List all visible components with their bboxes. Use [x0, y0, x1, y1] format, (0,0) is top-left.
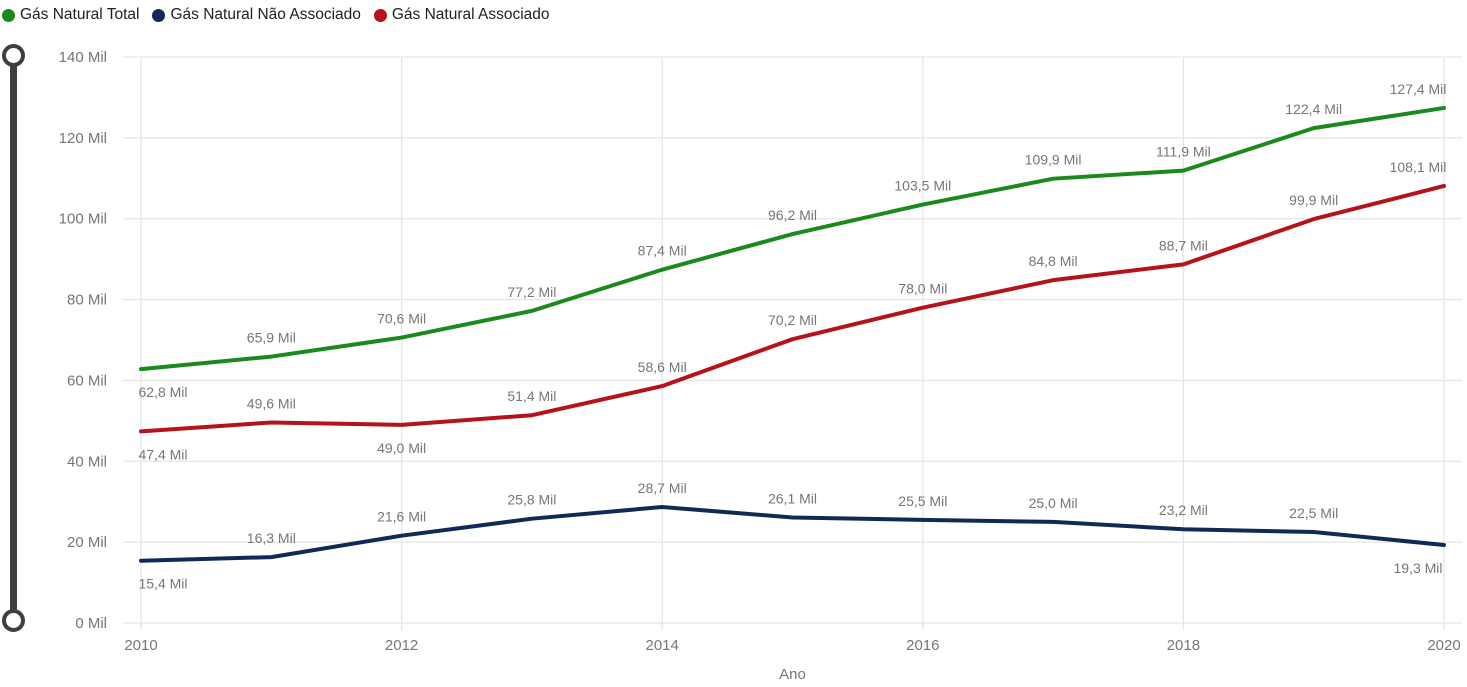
- data-point-label: 25,0 Mil: [1029, 495, 1078, 511]
- data-point-label: 78,0 Mil: [898, 281, 947, 297]
- data-point-label: 108,1 Mil: [1390, 159, 1447, 175]
- data-point-label: 23,2 Mil: [1159, 502, 1208, 518]
- data-point-label: 99,9 Mil: [1289, 192, 1338, 208]
- data-point-label: 51,4 Mil: [507, 388, 556, 404]
- data-point-label: 26,1 Mil: [768, 490, 817, 506]
- data-point-label: 22,5 Mil: [1289, 505, 1338, 521]
- data-point-label: 15,4 Mil: [138, 576, 187, 592]
- data-point-label: 62,8 Mil: [138, 384, 187, 400]
- slider-handle-bottom-icon[interactable]: [2, 609, 25, 632]
- legend-item-gas-natural-associado[interactable]: Gás Natural Associado: [373, 6, 550, 24]
- y-axis-tick-label: 140 Mil: [59, 49, 107, 66]
- series-line[interactable]: [139, 183, 1446, 434]
- data-point-label: 103,5 Mil: [894, 178, 951, 194]
- data-point-label: 87,4 Mil: [638, 243, 687, 259]
- data-point-label: 16,3 Mil: [247, 530, 296, 546]
- series-line[interactable]: [139, 504, 1446, 563]
- data-point-label: 96,2 Mil: [768, 207, 817, 223]
- data-point-label: 127,4 Mil: [1390, 81, 1447, 97]
- x-axis-tick-label: 2016: [906, 637, 939, 654]
- legend: Gás Natural Total Gás Natural Não Associ…: [2, 6, 550, 24]
- data-point-label: 70,6 Mil: [377, 311, 426, 327]
- data-point-label: 21,6 Mil: [377, 509, 426, 525]
- data-point-label: 19,3 Mil: [1393, 560, 1442, 576]
- data-point-label: 65,9 Mil: [247, 330, 296, 346]
- x-axis-tick-label: 2018: [1167, 637, 1200, 654]
- y-axis-tick-label: 80 Mil: [67, 292, 107, 309]
- legend-item-label: Gás Natural Total: [20, 6, 140, 23]
- legend-item-gas-natural-nao-associado[interactable]: Gás Natural Não Associado: [152, 6, 361, 24]
- x-axis-tick-label: 2010: [124, 637, 157, 654]
- data-point-label: 84,8 Mil: [1029, 253, 1078, 269]
- legend-dot-icon: [152, 8, 166, 22]
- x-axis-tick-label: 2012: [385, 637, 418, 654]
- data-point-label: 47,4 Mil: [138, 446, 187, 462]
- y-axis-tick-label: 60 Mil: [67, 372, 107, 389]
- legend-item-gas-natural-total[interactable]: Gás Natural Total: [2, 6, 139, 24]
- y-axis-tick-label: 120 Mil: [59, 130, 107, 147]
- legend-item-label: Gás Natural Associado: [391, 6, 550, 23]
- legend-dot-icon: [373, 8, 387, 22]
- data-point-label: 70,2 Mil: [768, 312, 817, 328]
- data-point-label: 58,6 Mil: [638, 359, 687, 375]
- slider-handle-top-icon[interactable]: [2, 44, 25, 67]
- data-point-label: 77,2 Mil: [507, 284, 556, 300]
- data-point-label: 49,6 Mil: [247, 395, 296, 411]
- x-axis-tick-label: 2020: [1427, 637, 1460, 654]
- y-axis-tick-label: 20 Mil: [67, 534, 107, 551]
- data-point-label: 88,7 Mil: [1159, 237, 1208, 253]
- data-point-label: 122,4 Mil: [1285, 101, 1342, 117]
- y-axis-tick-label: 0 Mil: [75, 615, 107, 632]
- legend-dot-icon: [2, 8, 15, 22]
- y-axis-tick-label: 100 Mil: [59, 211, 107, 228]
- data-point-label: 111,9 Mil: [1156, 144, 1211, 160]
- x-axis-title: Ano: [779, 666, 806, 683]
- data-point-label: 28,7 Mil: [638, 480, 687, 496]
- series-line[interactable]: [139, 105, 1446, 372]
- legend-item-label: Gás Natural Não Associado: [170, 6, 361, 23]
- x-axis-tick-label: 2014: [646, 637, 679, 654]
- data-point-label: 49,0 Mil: [377, 440, 426, 456]
- y-axis-tick-label: 40 Mil: [67, 453, 107, 470]
- slider-track[interactable]: [10, 56, 17, 621]
- data-point-label: 109,9 Mil: [1025, 152, 1082, 168]
- data-point-label: 25,8 Mil: [507, 492, 556, 508]
- data-point-label: 25,5 Mil: [898, 493, 947, 509]
